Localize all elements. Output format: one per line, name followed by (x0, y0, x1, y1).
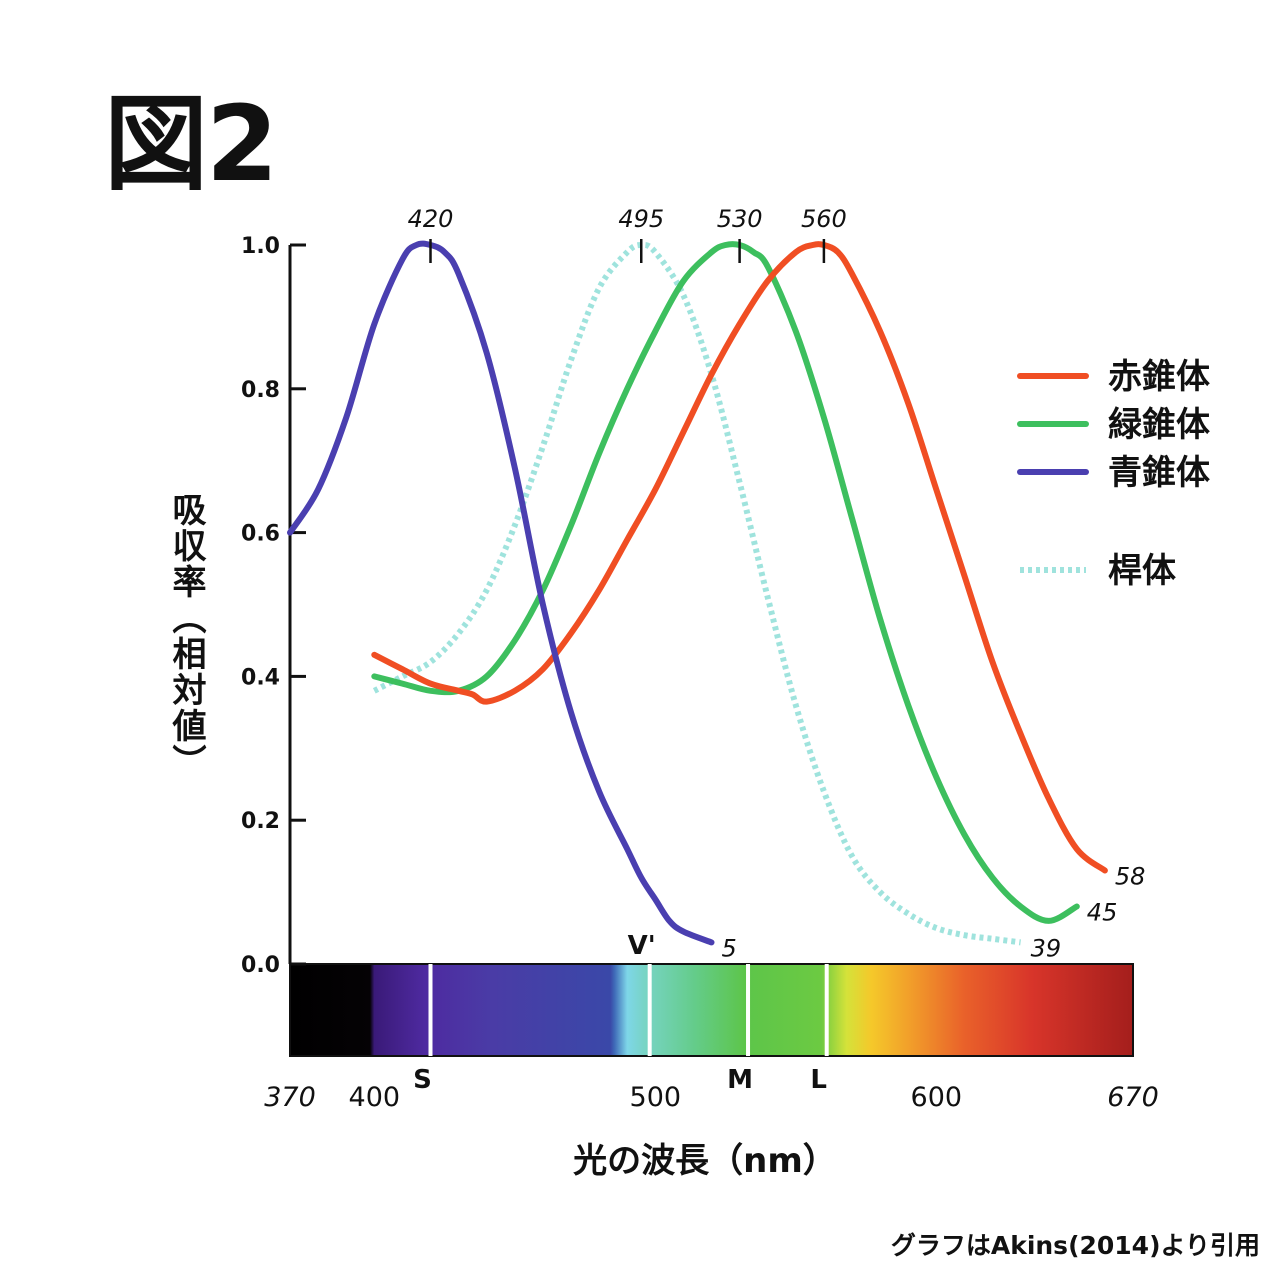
series-end-label: 39 (1031, 934, 1062, 962)
series-end-label: 58 (1115, 863, 1146, 891)
series-line (372, 241, 1021, 946)
axes: 0.0 0.2 0.4 0.6 0.8 1.0 370 400 500 600 670 光の波長（nm… (241, 234, 1159, 1181)
source-note: グラフはAkins(2014)より引用 (890, 1231, 1260, 1260)
series-line (371, 241, 1108, 874)
series-lines (287, 240, 1108, 946)
y-tick-label: 0.8 (241, 378, 280, 403)
peak-label: 560 (801, 205, 847, 233)
spectrum-bar (289, 963, 1134, 1057)
x-tick-label: 670 (1107, 1082, 1159, 1113)
peak-label: 420 (408, 205, 454, 233)
y-tick-label: 0.4 (241, 665, 280, 690)
legend-label: 赤錐体 (1108, 357, 1210, 397)
spectrum-marker-label: V' (628, 931, 656, 961)
legend-label: 青錐体 (1108, 453, 1210, 493)
x-tick-label: 500 (630, 1082, 682, 1113)
peak-label: 495 (618, 205, 664, 233)
x-tick-label: 600 (911, 1082, 963, 1113)
figure-label: 図2 (104, 83, 278, 205)
series-line (287, 240, 715, 946)
y-tick-label: 1.0 (241, 234, 280, 259)
spectrum-bar-group: S V' M L (289, 931, 1134, 1095)
legend-label: 桿体 (1108, 551, 1176, 591)
peak-label: 530 (717, 205, 763, 233)
spectrum-marker-label: L (810, 1065, 827, 1095)
series-end-label: 45 (1087, 898, 1118, 926)
spectrum-marker-label: S (413, 1065, 432, 1095)
chart-labels: 39 45 58 5 420 495 530 560 (408, 205, 1146, 962)
y-tick-label: 0.6 (241, 522, 280, 547)
y-tick-label: 0.2 (241, 809, 280, 834)
y-tick-label: 0.0 (241, 953, 280, 978)
x-axis-label: 光の波長（nm） (573, 1141, 837, 1181)
x-tick-label: 370 (264, 1082, 316, 1113)
x-tick-label: 400 (349, 1082, 401, 1113)
legend-label: 緑錐体 (1108, 405, 1210, 445)
y-axis-label: 吸収率（相対値） (166, 492, 206, 780)
spectrum-marker-label: M (727, 1065, 753, 1095)
series-end-label: 5 (722, 934, 737, 962)
